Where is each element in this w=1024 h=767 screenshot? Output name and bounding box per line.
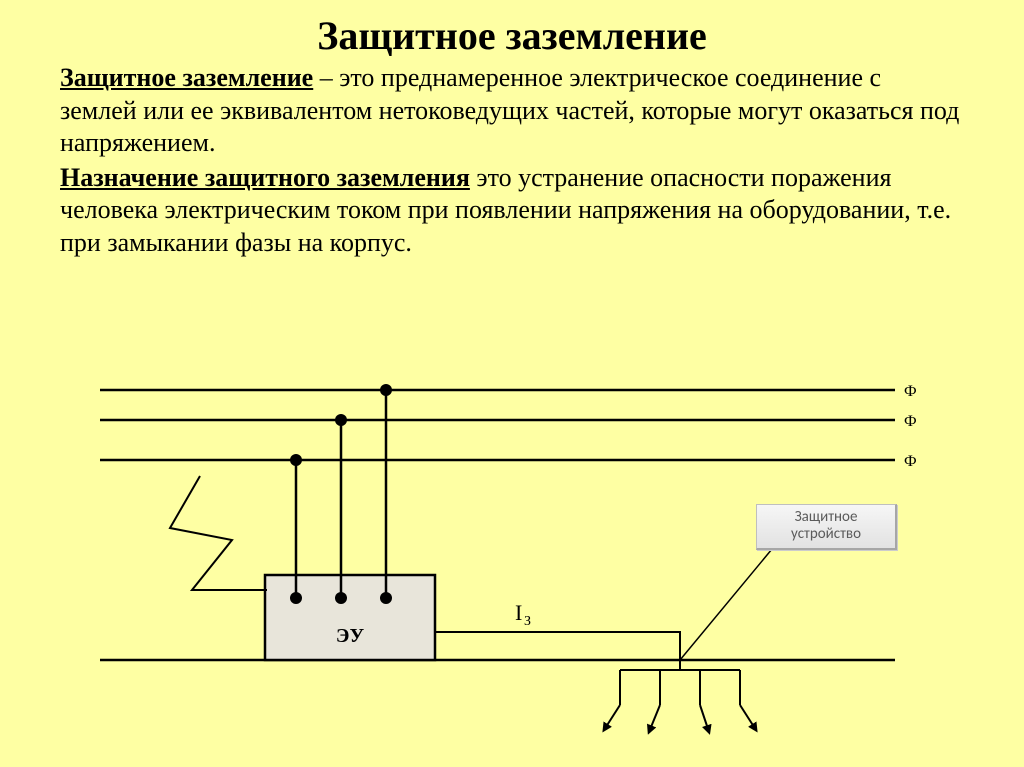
device-label: ЭУ <box>336 625 365 647</box>
purpose-label: Назначение защитного заземления <box>60 163 470 192</box>
junction-dot <box>290 454 302 466</box>
junction-dot <box>335 592 347 604</box>
device-box <box>265 575 435 660</box>
phase-label: Ф <box>904 383 917 400</box>
current-label: I <box>515 600 522 625</box>
ground-arrow <box>740 705 756 730</box>
body-text: Защитное заземление – это преднамеренное… <box>0 62 1024 259</box>
fault-arc <box>170 476 267 590</box>
definition-label: Защитное заземление <box>60 63 313 92</box>
ground-arrow <box>700 705 709 732</box>
phase-label: Ф <box>904 413 917 430</box>
junction-dot <box>380 384 392 396</box>
current-label-sub: З <box>524 614 531 629</box>
ground-wire <box>435 632 680 670</box>
diagram: ФФФЭУIЗ Защитное устройство <box>100 380 920 745</box>
callout-line1: Защитное <box>795 508 858 526</box>
junction-dot <box>335 414 347 426</box>
phase-label: Ф <box>904 453 917 470</box>
ground-arrow <box>649 705 660 732</box>
ground-arrow <box>604 705 620 730</box>
callout-line2: устройство <box>791 525 861 543</box>
slide-title: Защитное заземление <box>0 0 1024 58</box>
junction-dot <box>290 592 302 604</box>
protective-device-callout: Защитное устройство <box>756 504 897 550</box>
junction-dot <box>380 592 392 604</box>
